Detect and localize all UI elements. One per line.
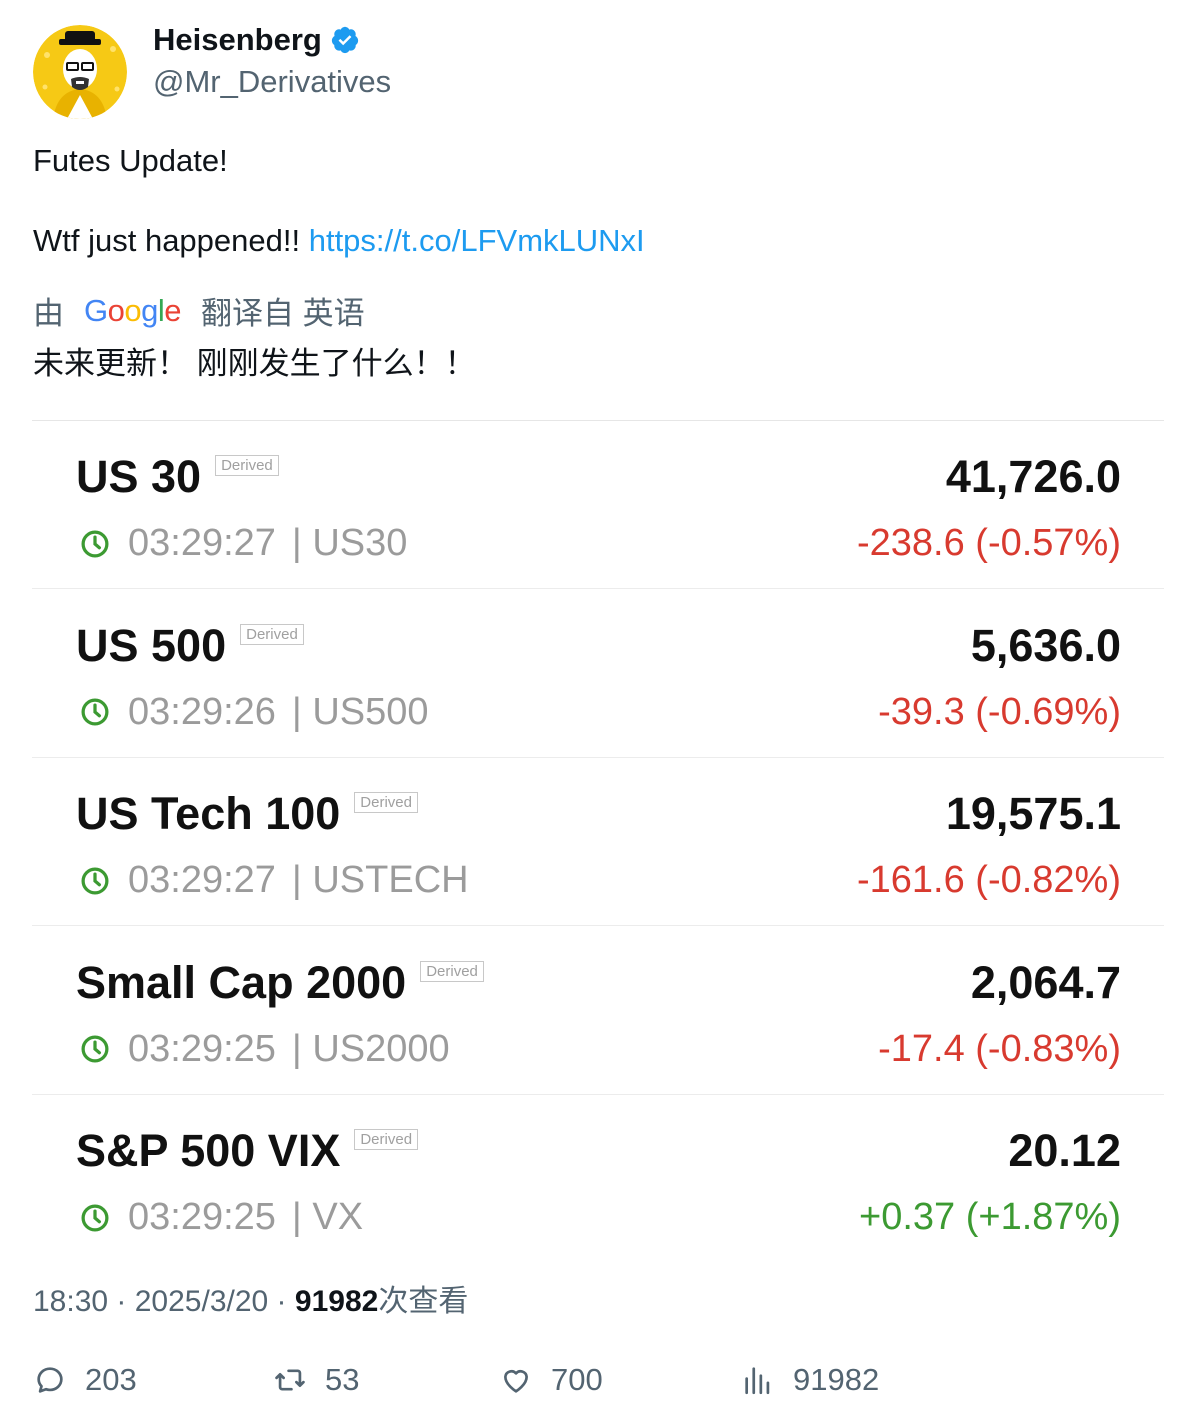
translation-suffix: 翻译自 英语 bbox=[201, 296, 365, 331]
analytics-icon bbox=[745, 1367, 770, 1395]
reply-icon bbox=[37, 1367, 63, 1393]
instrument-meta: 03:29:27 | US30 bbox=[80, 522, 407, 565]
instrument-label: US 30 bbox=[76, 451, 202, 502]
display-name[interactable]: Heisenberg bbox=[153, 22, 322, 57]
reply-count: 203 bbox=[85, 1362, 137, 1397]
retweet-icon bbox=[275, 1369, 305, 1391]
tweet-timestamp[interactable]: 18:30 · 2025/3/20 · 91982次查看 bbox=[33, 1276, 468, 1320]
quote-symbol: | US30 bbox=[291, 522, 408, 564]
instrument-name: Small Cap 2000 Derived bbox=[76, 957, 484, 1009]
reply-button[interactable]: 203 bbox=[33, 1362, 137, 1398]
clock-icon bbox=[81, 698, 109, 726]
instrument-label: S&P 500 VIX bbox=[76, 1125, 341, 1176]
instrument-label: US 500 bbox=[76, 619, 227, 671]
instrument-price: 20.12 bbox=[1008, 1125, 1121, 1176]
quote-symbol: | US2000 bbox=[291, 1027, 450, 1070]
like-count: 700 bbox=[551, 1362, 603, 1397]
price-change: -238.6 (-0.57%) bbox=[856, 522, 1121, 564]
timestamp-separator: · bbox=[108, 1285, 135, 1318]
quote-time: 03:29:25 bbox=[128, 1027, 276, 1070]
clock-icon bbox=[81, 1204, 109, 1231]
tweet-link[interactable]: https://t.co/LFVmkLUNxI bbox=[308, 223, 645, 258]
derived-badge: Derived bbox=[240, 623, 304, 645]
quote-symbol: | VX bbox=[291, 1196, 364, 1238]
heart-icon bbox=[504, 1370, 528, 1393]
quote-symbol: | USTECH bbox=[291, 859, 469, 901]
author-name-row[interactable]: Heisenberg bbox=[153, 22, 360, 58]
derived-badge: Derived bbox=[354, 1129, 419, 1150]
quote-time: 03:29:27 bbox=[128, 859, 276, 901]
price-change: +0.37 (+1.87%) bbox=[859, 1196, 1121, 1238]
timestamp-separator-2: · bbox=[268, 1285, 295, 1318]
instrument-name: S&P 500 VIX Derived bbox=[76, 1125, 419, 1177]
instrument-name: US 30 Derived bbox=[76, 451, 279, 503]
quote-row: Small Cap 2000 Derived 2,064.7 03:29:25 | US… bbox=[32, 927, 1164, 1095]
instrument-name: US Tech 100 Derived bbox=[76, 788, 418, 840]
clock-icon bbox=[81, 530, 109, 557]
price-change: -161.6 (-0.82%) bbox=[856, 859, 1121, 901]
instrument-meta: 03:29:26 | US500 bbox=[80, 691, 429, 734]
quote-row: US Tech 100 Derived 19,575.1 03:29:27 | USTE… bbox=[32, 758, 1164, 926]
instrument-name: US 500 Derived bbox=[76, 620, 304, 672]
retweet-count: 53 bbox=[325, 1362, 360, 1397]
translation-prefix: 由 bbox=[33, 296, 64, 331]
translated-text: 未来更新！ 刚刚发生了什么！！ bbox=[33, 346, 476, 381]
translation-attribution[interactable]: 由 Google 翻译自 英语 bbox=[33, 288, 365, 333]
action-bar: 203 53 700 91982 bbox=[33, 1362, 1163, 1406]
views-count: 91982 bbox=[294, 1285, 379, 1318]
quote-row: US 500 Derived 5,636.0 03:29:26 | US500 -39.3… bbox=[32, 590, 1164, 758]
verified-badge-icon bbox=[331, 26, 358, 54]
quote-board-image[interactable]: US 30 Derived 41,726.0 03:29:27 | US30 -238.6… bbox=[32, 420, 1164, 1265]
tweet-text: Wtf just happened!! bbox=[33, 223, 309, 258]
instrument-label: US Tech 100 bbox=[76, 788, 341, 839]
price-change: -39.3 (-0.69%) bbox=[878, 690, 1121, 733]
instrument-price: 41,726.0 bbox=[945, 451, 1121, 502]
tweet-text-line-1: Futes Update! bbox=[33, 143, 228, 178]
tweet-text-line-2: Wtf just happened!! https://t.co/LFVmkLU… bbox=[33, 223, 645, 259]
clock-icon bbox=[81, 867, 109, 894]
derived-badge: Derived bbox=[354, 792, 418, 813]
instrument-price: 5,636.0 bbox=[970, 619, 1121, 671]
derived-badge: Derived bbox=[420, 960, 484, 982]
quote-row: S&P 500 VIX Derived 20.12 03:29:25 | VX +0.37… bbox=[32, 1095, 1164, 1263]
instrument-price: 2,064.7 bbox=[970, 956, 1121, 1008]
quote-time: 03:29:26 bbox=[128, 690, 276, 733]
instrument-meta: 03:29:25 | US2000 bbox=[80, 1028, 450, 1071]
price-change: -17.4 (-0.83%) bbox=[878, 1027, 1121, 1070]
avatar[interactable] bbox=[33, 25, 127, 119]
instrument-meta: 03:29:25 | VX bbox=[80, 1196, 363, 1239]
author-handle[interactable]: @Mr_Derivatives bbox=[153, 64, 392, 99]
like-button[interactable]: 700 bbox=[499, 1362, 603, 1398]
instrument-label: Small Cap 2000 bbox=[76, 956, 407, 1008]
quote-row: US 30 Derived 41,726.0 03:29:27 | US30 -238.6… bbox=[32, 421, 1164, 589]
clock-icon bbox=[81, 1035, 109, 1063]
views-label: 次查看 bbox=[378, 1285, 469, 1318]
timestamp-time: 18:30 bbox=[33, 1285, 109, 1318]
google-logo: Google bbox=[84, 292, 182, 328]
retweet-button[interactable]: 53 bbox=[273, 1362, 359, 1398]
quote-time: 03:29:27 bbox=[128, 522, 276, 564]
timestamp-date: 2025/3/20 bbox=[134, 1285, 269, 1318]
views-button[interactable]: 91982 bbox=[741, 1362, 879, 1398]
quote-symbol: | US500 bbox=[291, 690, 429, 733]
instrument-meta: 03:29:27 | USTECH bbox=[80, 859, 469, 902]
derived-badge: Derived bbox=[215, 455, 279, 476]
quote-time: 03:29:25 bbox=[128, 1196, 276, 1238]
instrument-price: 19,575.1 bbox=[945, 788, 1121, 839]
views-action-count: 91982 bbox=[793, 1362, 880, 1397]
